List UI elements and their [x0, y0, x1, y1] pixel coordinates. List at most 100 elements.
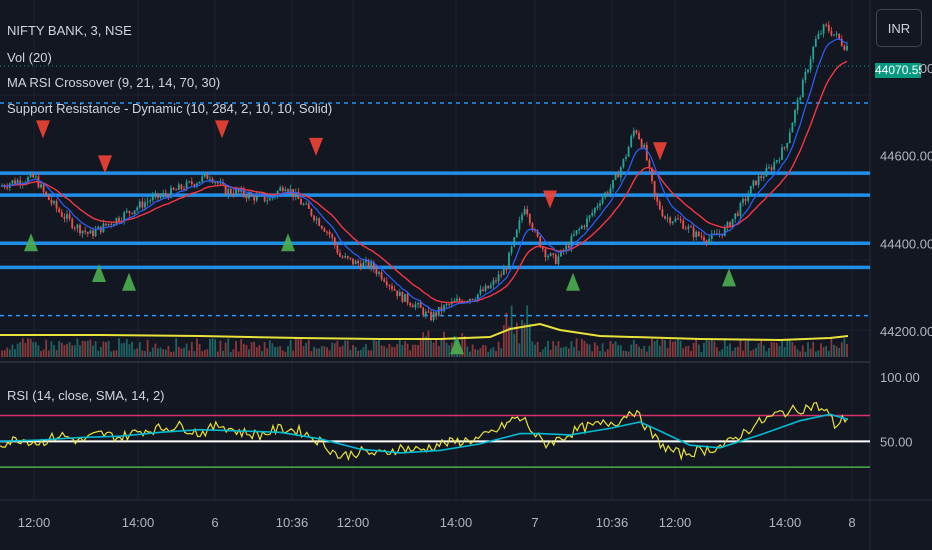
candle-body	[370, 262, 373, 268]
candle-body	[482, 289, 484, 292]
candle-body	[471, 298, 474, 300]
candle-body	[193, 184, 196, 187]
candle-body	[417, 302, 419, 305]
candle-body	[79, 224, 81, 234]
volume-bar	[768, 348, 770, 357]
candle-body	[367, 260, 370, 268]
volume-bar	[479, 348, 482, 357]
candle-body	[843, 45, 846, 51]
volume-bar	[734, 347, 737, 357]
candle-body	[599, 203, 601, 207]
candle-body	[752, 180, 755, 186]
volume-bar	[6, 347, 9, 357]
volume-bar	[700, 351, 703, 357]
legend-support-resistance[interactable]: Support Resistance - Dynamic (10, 284, 2…	[7, 101, 333, 116]
legend-volume[interactable]: Vol (20)	[7, 50, 52, 65]
candle-body	[786, 142, 789, 148]
symbol-title[interactable]: NIFTY BANK, 3, NSE	[7, 23, 132, 38]
candle-body	[469, 298, 471, 302]
candle-body	[266, 200, 269, 202]
candle-body	[224, 184, 227, 195]
volume-bar	[292, 350, 295, 357]
volume-bar	[274, 346, 276, 357]
candle-body	[14, 180, 16, 184]
volume-bar	[419, 339, 422, 357]
candle-body	[513, 237, 516, 247]
support-resistance-levels	[0, 65, 870, 317]
volume-bar	[547, 340, 549, 357]
legend-ma-rsi-crossover[interactable]: MA RSI Crossover (9, 21, 14, 70, 30)	[7, 75, 221, 90]
candle-body	[541, 247, 544, 250]
volume-bar	[175, 338, 178, 357]
candle-body	[271, 197, 274, 199]
candle-body	[419, 302, 422, 308]
volume-bar	[531, 341, 534, 357]
volume-bar	[188, 350, 191, 357]
candle-body	[331, 234, 334, 238]
candle-body	[40, 184, 42, 188]
candle-body	[185, 181, 188, 190]
volume-bar	[315, 348, 318, 357]
volume-bar	[505, 312, 508, 357]
candle-body	[554, 254, 557, 265]
candle-body	[29, 173, 32, 178]
volume-bar	[484, 345, 487, 357]
candle-body	[372, 262, 375, 270]
volume-bar	[463, 335, 466, 357]
volume-bar	[775, 342, 778, 357]
candle-body	[742, 199, 744, 203]
volume-bar	[248, 349, 250, 357]
volume-bar	[125, 339, 128, 357]
rsi-ma-line	[0, 413, 849, 454]
candle-body	[705, 240, 708, 243]
candle-body	[622, 158, 625, 168]
volume-bar	[736, 346, 739, 357]
candle-body	[138, 201, 141, 208]
candle-body	[775, 160, 778, 163]
candle-body	[489, 284, 492, 289]
candle-body	[736, 213, 739, 216]
volume-bar	[554, 345, 557, 357]
volume-bar	[196, 338, 198, 357]
candle-body	[635, 130, 638, 134]
candle-body	[216, 182, 219, 184]
volume-bar	[190, 341, 193, 357]
candle-body	[34, 176, 37, 178]
candle-body	[206, 173, 209, 180]
volume-bar	[131, 341, 133, 357]
candle-body	[609, 188, 612, 195]
volume-bar	[528, 323, 531, 357]
volume-bar	[432, 342, 435, 357]
volume-bar	[359, 349, 362, 357]
volume-bar	[42, 349, 45, 357]
candle-body	[573, 234, 575, 236]
candle-body	[435, 312, 438, 316]
volume-bar	[677, 339, 679, 357]
currency-button[interactable]: INR	[876, 9, 922, 47]
candle-body	[630, 136, 633, 147]
candle-body	[409, 302, 412, 306]
candle-body	[11, 180, 14, 184]
volume-bar	[747, 339, 750, 357]
volume-bar	[242, 343, 245, 357]
candle-body	[601, 197, 604, 204]
volume-bar	[32, 342, 35, 357]
volume-bars	[1, 305, 848, 357]
candle-body	[515, 229, 518, 238]
volume-bar	[526, 305, 529, 357]
candle-body	[89, 230, 92, 234]
legend-rsi[interactable]: RSI (14, close, SMA, 14, 2)	[7, 388, 165, 403]
volume-bar	[229, 351, 232, 357]
volume-bar	[401, 344, 404, 357]
candle-body	[765, 167, 768, 177]
candle-body	[196, 183, 198, 187]
candle-body	[383, 279, 386, 282]
volume-bar	[552, 340, 555, 357]
candle-body	[437, 306, 440, 316]
candle-body	[710, 233, 713, 239]
candle-body	[794, 110, 796, 123]
candle-body	[362, 262, 365, 269]
candle-body	[453, 300, 456, 302]
volume-bar	[729, 343, 731, 357]
